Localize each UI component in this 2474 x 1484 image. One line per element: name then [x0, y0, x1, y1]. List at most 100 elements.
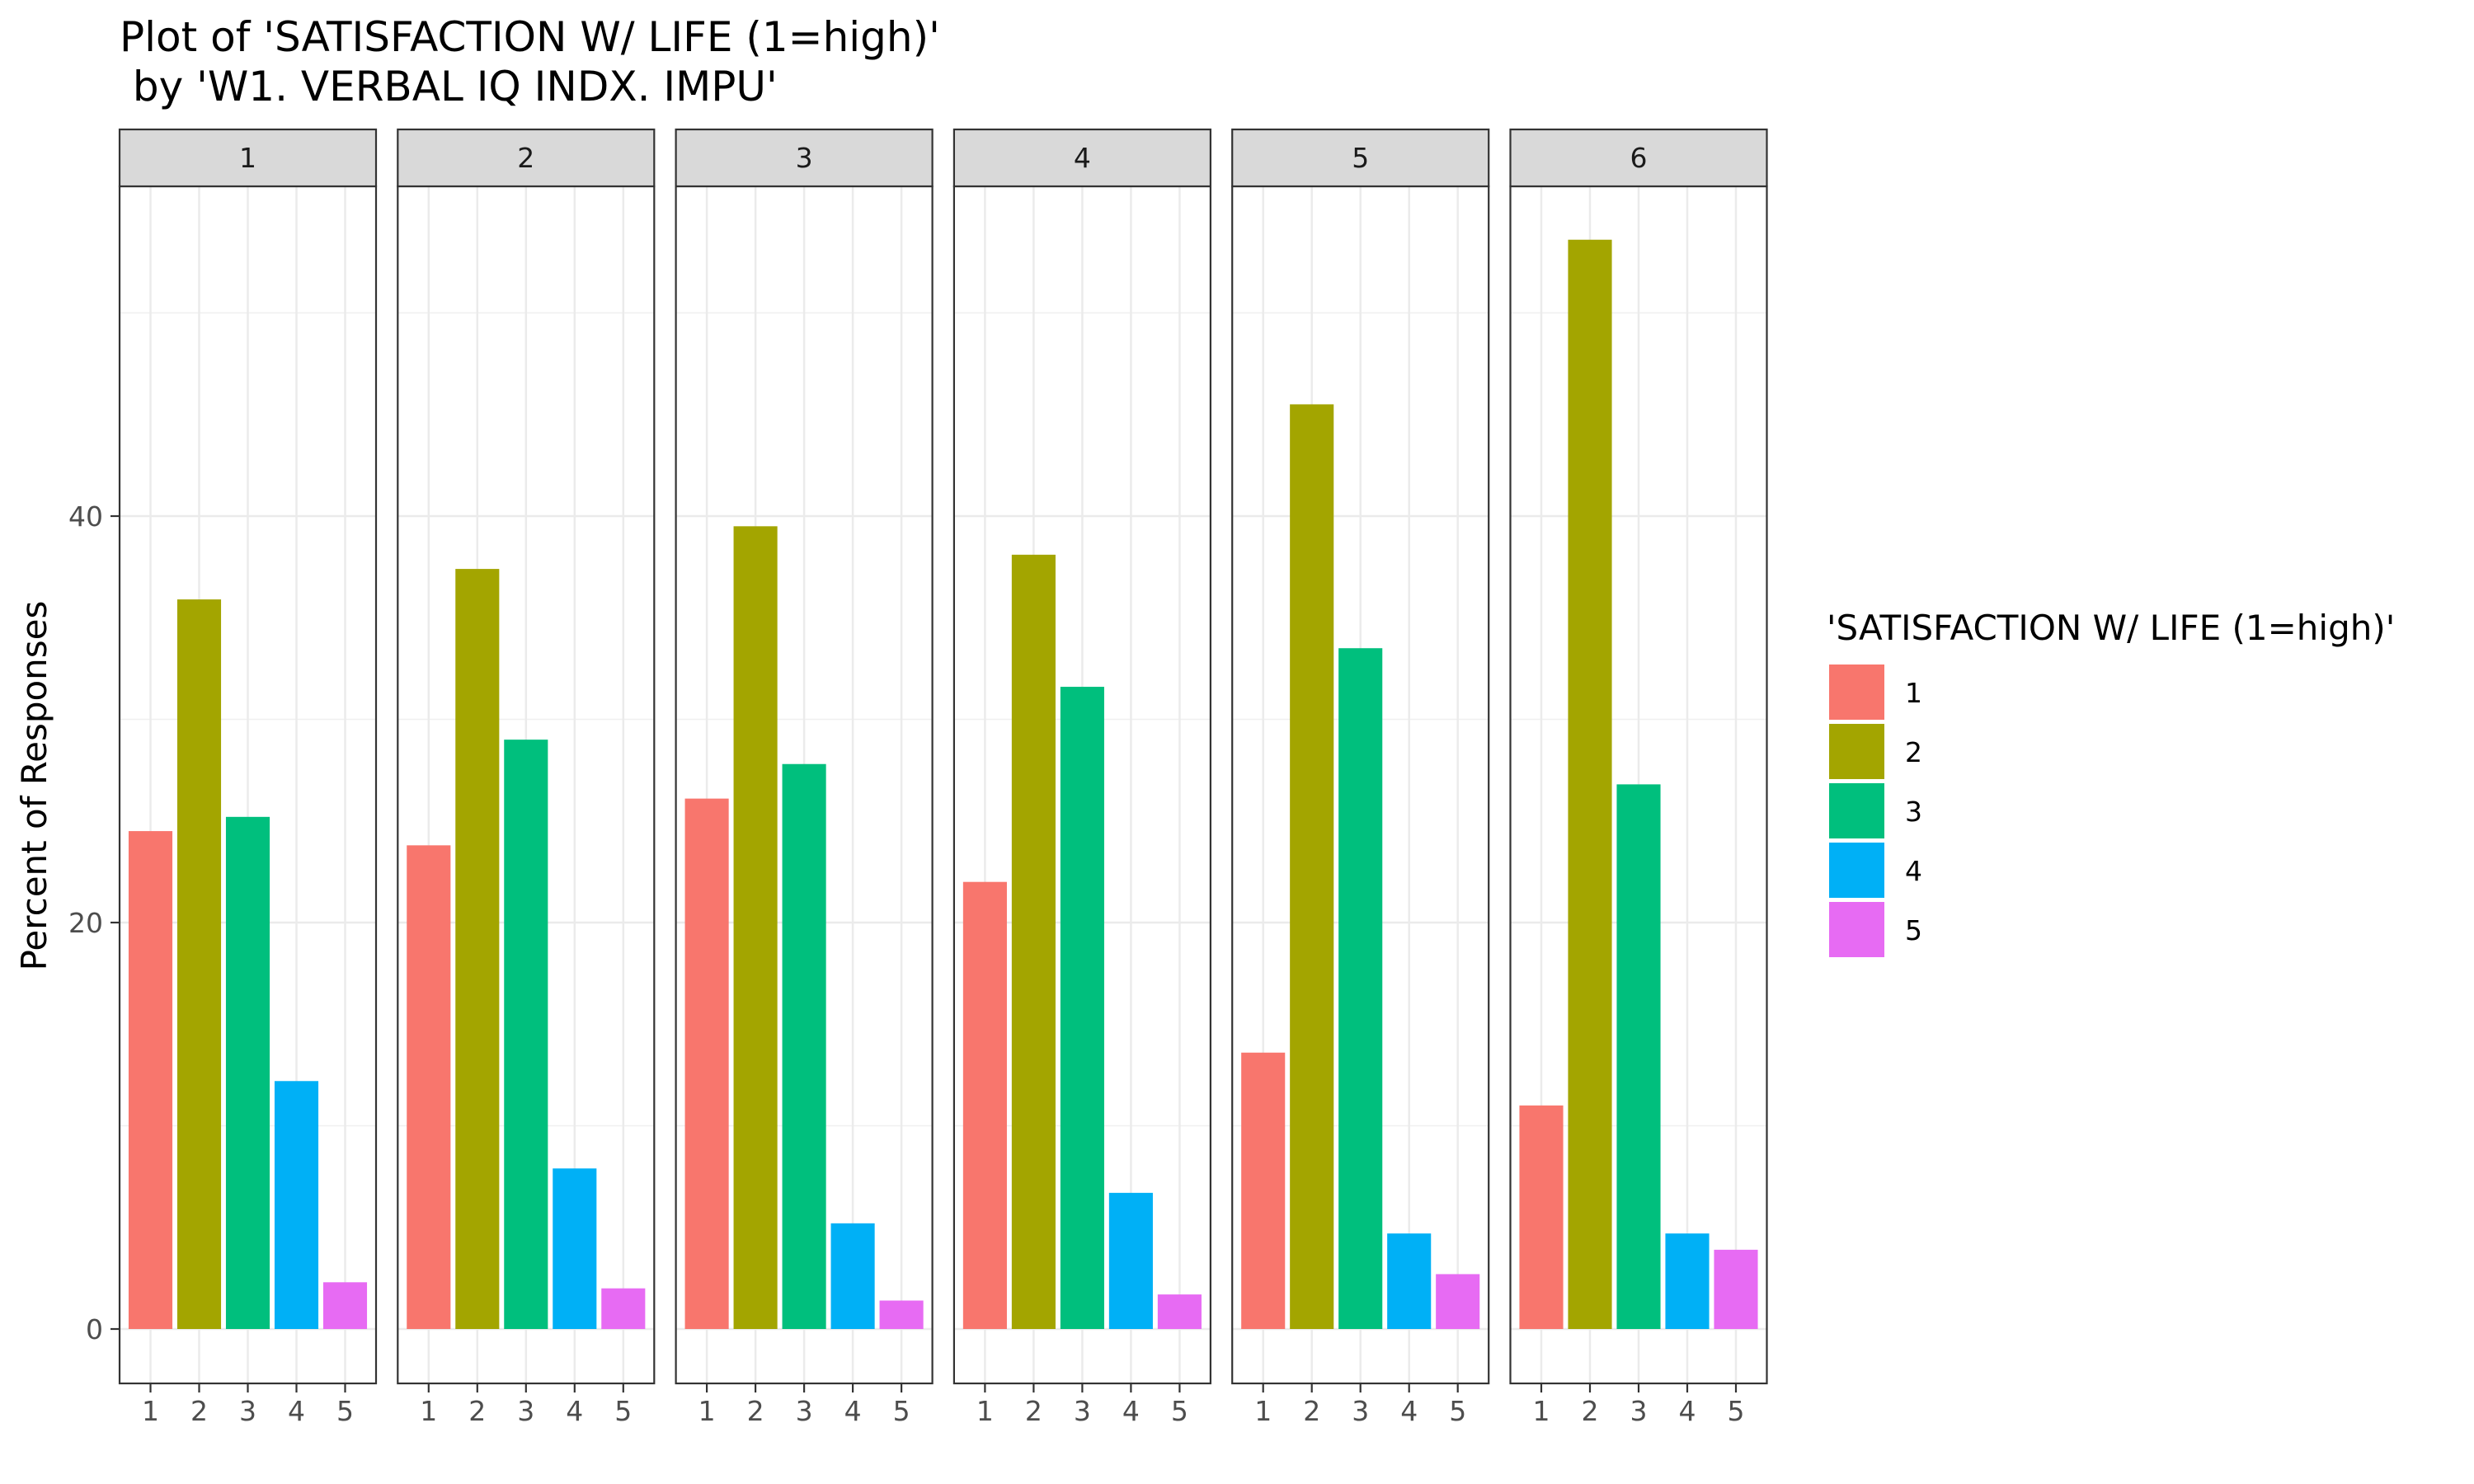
bar-panel3-cat2 — [733, 526, 778, 1329]
bar-panel1-cat3 — [225, 816, 270, 1329]
legend-swatch-5 — [1829, 902, 1884, 957]
x-tick-label: 3 — [1074, 1395, 1091, 1427]
bar-panel4-cat3 — [1060, 687, 1104, 1329]
legend-items: 1 2 3 4 5 — [1829, 665, 1922, 957]
bar-panel1-cat2 — [176, 599, 222, 1329]
y-axis-title: Percent of Responses — [14, 601, 54, 971]
x-tick-label: 1 — [1533, 1395, 1550, 1427]
bar-panel5-cat5 — [1436, 1274, 1480, 1329]
x-tick-label: 5 — [336, 1395, 354, 1427]
x-tick-label: 3 — [239, 1395, 256, 1427]
facet-strip-label: 1 — [239, 142, 256, 174]
facet-panel-5: 51 2 3 4 5 — [1231, 128, 1490, 1427]
legend-title: 'SATISFACTION W/ LIFE (1=high)' — [1827, 608, 2395, 648]
facet-panels: 11 2 3 4 521 2 3 4 531 2 3 4 541 2 3 4 551 2 3 4 561 2 3 4 5 — [118, 128, 1768, 1427]
bar-panel4-cat4 — [1108, 1192, 1153, 1329]
x-tick-label: 4 — [1400, 1395, 1418, 1427]
y-tick-label: 40 — [68, 500, 103, 533]
legend-label-2: 2 — [1905, 736, 1922, 768]
x-tick-label: 4 — [288, 1395, 305, 1427]
facet-panel-2: 21 2 3 4 5 — [397, 128, 656, 1427]
facet-strip-label: 5 — [1352, 142, 1369, 174]
bar-panel1-cat5 — [322, 1282, 368, 1329]
legend: 'SATISFACTION W/ LIFE (1=high)' 1 2 3 4 5 — [1827, 608, 2395, 957]
bar-panel5-cat4 — [1387, 1233, 1432, 1329]
x-tick-label: 5 — [614, 1395, 632, 1427]
x-tick-label: 1 — [420, 1395, 437, 1427]
bar-panel1-cat1 — [128, 831, 173, 1329]
legend-swatch-3 — [1829, 783, 1884, 838]
bar-panel3-cat1 — [684, 798, 729, 1329]
bar-panel4-cat1 — [962, 881, 1007, 1329]
x-tick-label: 5 — [1171, 1395, 1188, 1427]
facet-strip-label: 3 — [796, 142, 813, 174]
x-tick-label: 2 — [1582, 1395, 1599, 1427]
facet-strip — [1231, 128, 1490, 188]
legend-label-3: 3 — [1905, 796, 1922, 828]
x-tick-label: 3 — [517, 1395, 534, 1427]
bar-panel6-cat1 — [1519, 1105, 1564, 1329]
y-tick-label: 20 — [68, 907, 103, 939]
bar-panel6-cat4 — [1665, 1233, 1710, 1329]
legend-label-4: 4 — [1905, 855, 1922, 887]
x-tick-label: 4 — [1122, 1395, 1140, 1427]
facet-strip — [675, 128, 934, 188]
bar-panel5-cat2 — [1290, 404, 1334, 1329]
chart-subtitle: by 'W1. VERBAL IQ INDX. IMPU' — [120, 63, 778, 110]
facet-strip — [397, 128, 656, 188]
legend-swatch-1 — [1829, 665, 1884, 720]
bar-panel2-cat3 — [504, 740, 548, 1329]
chart-title: Plot of 'SATISFACTION W/ LIFE (1=high)' — [120, 13, 940, 61]
x-tick-label: 2 — [468, 1395, 486, 1427]
facet-panel-3: 31 2 3 4 5 — [675, 128, 934, 1427]
x-tick-label: 1 — [976, 1395, 994, 1427]
bar-panel3-cat5 — [879, 1300, 924, 1329]
bar-panel2-cat5 — [601, 1288, 646, 1329]
bar-panel3-cat3 — [782, 763, 826, 1329]
bar-panel6-cat2 — [1568, 239, 1612, 1329]
x-tick-label: 1 — [142, 1395, 159, 1427]
bar-panel1-cat4 — [274, 1081, 319, 1329]
facet-panel-6: 6 1 2 3 4 5 — [1509, 128, 1768, 1427]
x-tick-label: 4 — [844, 1395, 862, 1427]
bar-panel2-cat2 — [455, 569, 500, 1329]
x-tick-label: 5 — [893, 1395, 910, 1427]
x-tick-label: 5 — [1728, 1395, 1745, 1427]
x-tick-label: 3 — [1630, 1395, 1648, 1427]
facet-panel-1: 11 2 3 4 5 — [118, 128, 378, 1427]
y-tick-label: 0 — [86, 1313, 103, 1345]
bar-panel4-cat5 — [1157, 1294, 1202, 1329]
y-axis: 0 20 40 — [68, 500, 120, 1345]
facet-strip — [1509, 128, 1768, 188]
x-tick-label: 4 — [566, 1395, 583, 1427]
x-tick-label: 1 — [698, 1395, 716, 1427]
x-tick-label: 4 — [1679, 1395, 1696, 1427]
legend-swatch-4 — [1829, 843, 1884, 898]
bar-panel5-cat1 — [1241, 1052, 1286, 1329]
bar-panel6-cat5 — [1714, 1249, 1758, 1329]
x-tick-label: 2 — [747, 1395, 764, 1427]
bar-panel2-cat1 — [407, 845, 451, 1329]
legend-label-5: 5 — [1905, 914, 1922, 946]
facet-strip-label: 2 — [517, 142, 534, 174]
bar-panel2-cat4 — [553, 1168, 597, 1329]
x-tick-label: 2 — [1025, 1395, 1042, 1427]
legend-swatch-2 — [1829, 724, 1884, 779]
facet-panel-4: 41 2 3 4 5 — [952, 128, 1212, 1427]
x-tick-label: 2 — [190, 1395, 208, 1427]
legend-label-1: 1 — [1905, 677, 1922, 709]
x-tick-label: 2 — [1303, 1395, 1320, 1427]
facet-strip-label: 4 — [1074, 142, 1091, 174]
facet-strip — [952, 128, 1212, 188]
bar-panel4-cat2 — [1011, 554, 1056, 1329]
facet-strip-label: 6 — [1630, 142, 1648, 174]
x-tick-label: 3 — [796, 1395, 813, 1427]
facet-strip — [118, 128, 378, 188]
bar-panel3-cat4 — [830, 1223, 875, 1329]
x-tick-label: 3 — [1352, 1395, 1369, 1427]
x-tick-label: 5 — [1449, 1395, 1466, 1427]
x-tick-label: 1 — [1254, 1395, 1272, 1427]
bar-panel6-cat3 — [1616, 784, 1661, 1329]
bar-panel5-cat3 — [1338, 648, 1383, 1329]
